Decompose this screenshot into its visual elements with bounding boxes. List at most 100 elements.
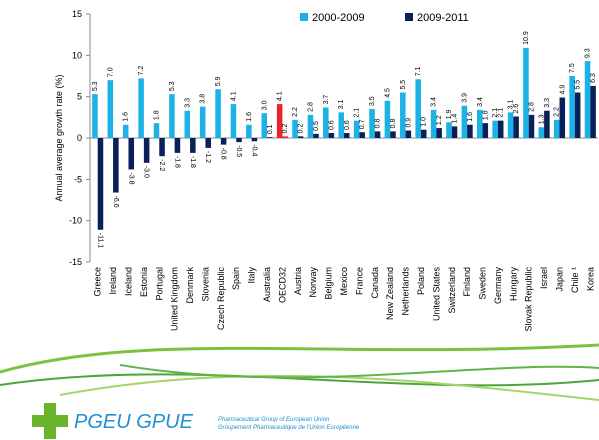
x-tick-label: OECD32 <box>277 267 287 303</box>
value-label: 0.2 <box>298 124 305 134</box>
x-tick-label: Switzerland <box>447 267 457 314</box>
chart: PGEU GPUE Pharmaceutical Group of Europe… <box>0 0 599 440</box>
value-label: 1.0 <box>421 117 428 127</box>
bar <box>554 120 560 138</box>
value-label: 7.5 <box>569 63 576 73</box>
bar <box>498 121 504 138</box>
value-label: 2.6 <box>513 104 520 114</box>
value-label: 2.8 <box>528 102 535 112</box>
bar <box>344 133 350 138</box>
x-tick-label: Canada <box>370 267 380 299</box>
x-tick-label: Greece <box>93 267 103 297</box>
bar <box>446 122 452 138</box>
value-label: 0.8 <box>390 119 397 129</box>
value-label: 9.3 <box>585 48 592 58</box>
x-tick-label: New Zealand <box>385 267 395 320</box>
value-label: 3.7 <box>323 95 330 105</box>
bar <box>467 125 473 138</box>
bar <box>390 131 396 138</box>
x-tick-label: Czech Republic <box>216 267 226 331</box>
value-label: 0.6 <box>344 120 351 130</box>
x-tick-label: Chile ¹ <box>570 267 580 293</box>
value-label: 2.2 <box>292 107 299 117</box>
bar <box>128 138 134 169</box>
value-label: 0.9 <box>405 118 412 128</box>
y-tick-label: 15 <box>72 9 82 19</box>
bar <box>560 97 566 138</box>
value-label: 0.2 <box>282 124 289 134</box>
x-tick-label: Slovak Republic <box>524 267 534 332</box>
bar <box>575 93 581 138</box>
value-label: -3.8 <box>127 172 134 184</box>
x-tick-label: Italy <box>247 267 257 284</box>
value-label: 5.9 <box>215 76 222 86</box>
value-label: -0.4 <box>250 144 257 156</box>
bar <box>585 61 591 138</box>
value-label: 3.8 <box>200 94 207 104</box>
bar <box>108 80 114 138</box>
value-label: -6.6 <box>112 196 119 208</box>
value-label: -2.2 <box>158 159 165 171</box>
bar <box>421 130 427 138</box>
y-tick-label: -15 <box>69 257 82 267</box>
bar <box>406 131 412 138</box>
legend-swatch <box>300 13 308 21</box>
value-label: 1.8 <box>482 110 489 120</box>
legend-swatch <box>405 13 413 21</box>
value-label: 0.7 <box>359 119 366 129</box>
legend-label: 2009-2011 <box>417 12 469 24</box>
x-tick-label: Slovenia <box>200 267 210 302</box>
value-label: -0.8 <box>220 148 227 160</box>
value-label: 0.5 <box>313 121 320 131</box>
bar <box>154 123 160 138</box>
value-label: -3.0 <box>143 166 150 178</box>
value-label: 3.4 <box>431 97 438 107</box>
legend-label: 2000-2009 <box>312 12 365 24</box>
bar <box>508 112 514 138</box>
x-tick-label: Poland <box>416 267 426 295</box>
bar <box>138 78 144 138</box>
bar <box>400 93 406 138</box>
x-tick-label: United Kingdom <box>170 267 180 331</box>
x-tick-label: Denmark <box>185 267 195 304</box>
x-tick-label: Iceland <box>123 267 133 296</box>
logo-text: PGEU GPUE <box>74 411 194 433</box>
bar <box>313 134 319 138</box>
value-label: -11.1 <box>96 233 103 249</box>
bar <box>590 86 596 138</box>
bar <box>329 133 335 138</box>
bar <box>205 138 211 148</box>
value-label: 5.3 <box>169 81 176 91</box>
value-label: 3.0 <box>261 100 268 110</box>
bar <box>529 115 535 138</box>
value-label: 5.5 <box>575 80 582 90</box>
x-tick-label: Australia <box>262 267 272 302</box>
footer: PGEU GPUE Pharmaceutical Group of Europe… <box>0 345 599 439</box>
bar <box>359 132 365 138</box>
bar <box>513 117 519 138</box>
value-label: 3.3 <box>184 98 191 108</box>
x-tick-label: Finland <box>462 267 472 297</box>
bar <box>282 136 288 138</box>
bar <box>492 121 498 138</box>
x-tick-label: Hungary <box>508 267 518 302</box>
bar <box>185 111 191 138</box>
y-tick-label: -5 <box>74 174 82 184</box>
bar <box>113 138 119 193</box>
value-label: 3.3 <box>544 98 551 108</box>
bar <box>92 94 98 138</box>
value-label: 1.4 <box>452 114 459 124</box>
value-label: 4.9 <box>559 85 566 95</box>
x-tick-label: Ireland <box>108 267 118 295</box>
value-label: 1.6 <box>123 112 130 122</box>
x-tick-label: Norway <box>308 267 318 298</box>
value-label: 4.1 <box>277 91 284 101</box>
value-label: 0.6 <box>328 120 335 130</box>
bar <box>236 138 242 142</box>
value-label: -1.2 <box>204 151 211 163</box>
x-tick-label: Japan <box>555 267 565 292</box>
bar <box>452 126 458 138</box>
value-label: 0.1 <box>267 124 274 134</box>
bar <box>375 131 381 138</box>
x-tick-label: Netherlands <box>401 267 411 316</box>
